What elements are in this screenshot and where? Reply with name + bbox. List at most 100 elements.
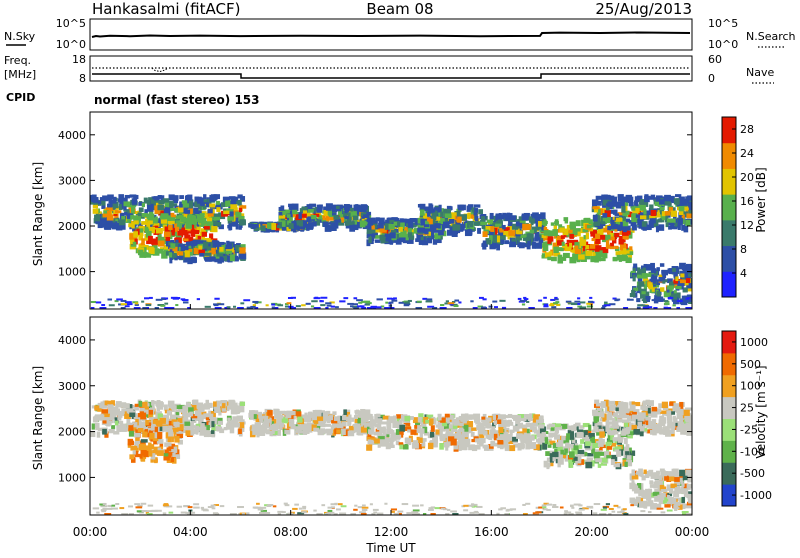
colorbar-tick-label: 4	[740, 267, 747, 280]
echo-cell	[607, 226, 611, 230]
echo-cell	[549, 251, 553, 255]
echo-cell	[179, 215, 184, 219]
echo-cell	[552, 229, 558, 236]
echo-cell	[243, 299, 250, 301]
echo-cell	[569, 451, 575, 457]
echo-cell	[440, 212, 444, 217]
echo-cell	[175, 304, 178, 306]
echo-cell	[433, 239, 437, 244]
echo-cell	[586, 303, 590, 305]
echo-cell	[616, 451, 621, 457]
echo-cell	[313, 428, 319, 432]
echo-cell	[205, 306, 211, 308]
nave-tick-bottom: 0	[708, 72, 715, 85]
echo-cell	[570, 433, 574, 440]
echo-cell	[587, 225, 592, 229]
echo-cell	[472, 445, 477, 451]
echo-cell	[197, 215, 201, 218]
echo-cell	[660, 263, 664, 267]
echo-cell	[377, 298, 383, 300]
echo-cell	[157, 205, 164, 210]
echo-cell	[553, 247, 559, 253]
echo-cell	[595, 201, 602, 206]
echo-cell	[213, 401, 217, 406]
echo-cell	[139, 444, 146, 450]
echo-cell	[171, 457, 174, 462]
echo-cell	[637, 417, 642, 421]
echo-cell	[142, 402, 147, 407]
echo-cell	[509, 215, 516, 220]
echo-cell	[389, 302, 393, 304]
echo-cell	[205, 400, 208, 406]
echo-cell	[585, 462, 592, 468]
echo-cell	[648, 511, 652, 513]
echo-cell	[524, 298, 528, 300]
echo-cell	[406, 219, 410, 223]
echo-cell	[674, 407, 681, 411]
echo-cell	[566, 301, 572, 303]
echo-cell	[142, 203, 145, 207]
echo-cell	[483, 231, 488, 237]
echo-cell	[102, 429, 107, 435]
echo-cell	[418, 417, 422, 423]
echo-cell	[523, 418, 527, 421]
echo-cell	[376, 418, 382, 423]
echo-cell	[640, 215, 646, 219]
echo-cell	[635, 196, 640, 201]
echo-cell	[125, 305, 130, 307]
echo-cell	[601, 401, 606, 408]
echo-cell	[323, 216, 326, 220]
echo-cell	[675, 201, 679, 206]
colorbar-segment	[722, 168, 736, 194]
echo-cell	[393, 297, 397, 299]
echo-cell	[138, 250, 143, 256]
echo-cell	[166, 443, 172, 447]
echo-cell	[177, 251, 183, 255]
echo-cell	[648, 408, 651, 414]
echo-cell	[464, 433, 469, 436]
echo-cell	[678, 224, 681, 230]
echo-cell	[335, 306, 339, 308]
echo-cell	[633, 275, 636, 282]
echo-cell	[145, 227, 149, 233]
echo-cell	[470, 300, 473, 302]
echo-cell	[139, 207, 144, 212]
echo-cell	[618, 438, 623, 443]
echo-cell	[558, 458, 564, 465]
echo-cell	[214, 298, 219, 300]
echo-cell	[642, 221, 647, 226]
echo-cell	[169, 252, 172, 257]
echo-cell	[115, 421, 118, 426]
echo-cell	[333, 215, 338, 220]
echo-cell	[613, 425, 619, 429]
echo-cell	[186, 402, 191, 407]
echo-cell	[201, 218, 206, 225]
echo-cell	[223, 211, 229, 214]
echo-cell	[329, 210, 332, 216]
echo-cell	[93, 209, 99, 214]
echo-cell	[475, 216, 479, 221]
echo-cell	[110, 415, 114, 420]
echo-cell	[92, 423, 95, 429]
echo-cell	[489, 244, 495, 249]
echo-cell	[551, 428, 555, 431]
echo-cell	[467, 229, 471, 235]
echo-cell	[671, 211, 677, 217]
echo-cell	[520, 436, 524, 442]
colorbar-segment	[722, 143, 736, 169]
echo-cell	[621, 402, 627, 408]
echo-cell	[568, 459, 572, 462]
echo-cell	[131, 207, 135, 214]
echo-cell	[217, 242, 224, 245]
echo-cell	[163, 512, 166, 514]
echo-cell	[584, 218, 588, 221]
echo-cell	[323, 210, 328, 216]
echo-cell	[522, 303, 525, 305]
echo-cell	[675, 487, 680, 494]
echo-cell	[326, 203, 333, 206]
echo-cell	[169, 258, 172, 264]
echo-cell	[195, 410, 201, 416]
echo-cell	[298, 430, 304, 433]
colorbar-tick-label: 20	[740, 171, 754, 184]
echo-cell	[527, 243, 531, 249]
